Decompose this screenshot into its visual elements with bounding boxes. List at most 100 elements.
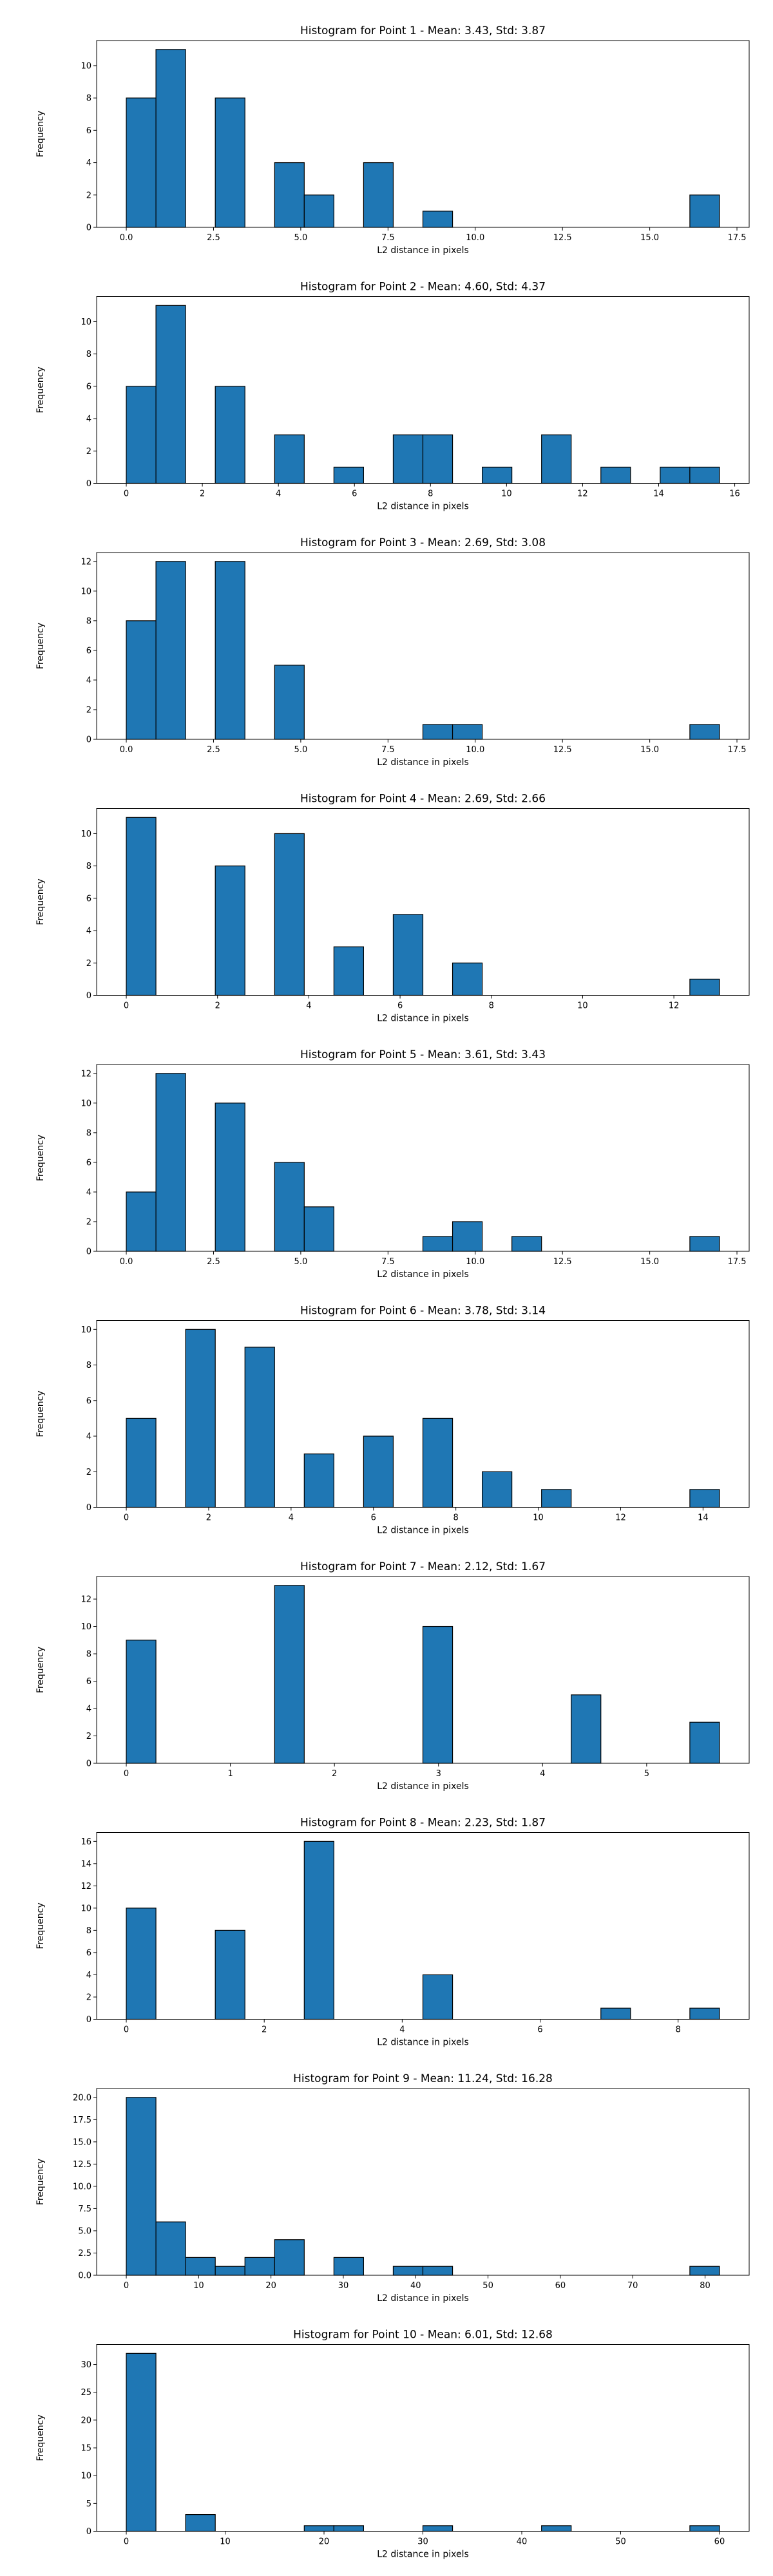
histogram-bar	[155, 1073, 186, 1252]
y-tick-label: 6	[86, 1948, 91, 1958]
y-tick-label: 8	[86, 1361, 91, 1370]
y-tick-label: 10	[81, 1099, 91, 1108]
histogram-bar	[689, 2007, 720, 2020]
x-tick-label: 17.5	[728, 1257, 747, 1267]
histogram-bar	[481, 1471, 513, 1508]
chart-title: Histogram for Point 8 - Mean: 2.23, Std:…	[300, 1817, 546, 1830]
x-tick-label: 0.0	[120, 745, 133, 755]
histogram-bar	[363, 1435, 394, 1508]
x-tick-label: 10	[501, 489, 512, 499]
histogram-bar	[422, 1625, 453, 1764]
x-tick-label: 10	[193, 2281, 204, 2291]
y-tick-label: 6	[86, 646, 91, 656]
histogram-bar	[244, 1347, 275, 1508]
y-axis-label: Frequency	[35, 1390, 46, 1437]
x-axis-label: L2 distance in pixels	[377, 245, 469, 256]
y-tick-label: 6	[86, 1677, 91, 1687]
y-tick-label: 8	[86, 350, 91, 359]
histogram-bar	[689, 978, 720, 996]
chart-title: Histogram for Point 2 - Mean: 4.60, Std:…	[300, 281, 546, 294]
chart-title: Histogram for Point 5 - Mean: 3.61, Std:…	[300, 1048, 546, 1061]
y-tick-label: 6	[86, 382, 91, 392]
y-tick-label: 8	[86, 1926, 91, 1936]
histogram-panel-6: Histogram for Point 6 - Mean: 3.78, Std:…	[35, 1305, 750, 1536]
y-tick-label: 2	[86, 705, 91, 715]
x-tick-label: 2.5	[207, 233, 220, 243]
histogram-panel-2: Histogram for Point 2 - Mean: 4.60, Std:…	[35, 281, 750, 512]
plot-frame	[96, 808, 750, 996]
y-tick-label: 0	[86, 2527, 91, 2537]
y-tick-label: 0	[86, 735, 91, 745]
histogram-bar	[422, 211, 453, 228]
x-axis-label: L2 distance in pixels	[377, 1014, 469, 1024]
histogram-bar	[274, 434, 305, 484]
histogram-bar	[185, 1329, 216, 1508]
histogram-bar	[422, 1236, 453, 1252]
y-tick-label: 4	[86, 1188, 91, 1197]
x-tick-label: 30	[417, 2537, 428, 2547]
x-tick-label: 8	[489, 1001, 494, 1011]
y-tick-label: 6	[86, 126, 91, 136]
plot-frame	[96, 1320, 750, 1508]
histogram-bar	[155, 49, 186, 228]
y-tick-label: 12	[81, 1069, 91, 1079]
histogram-bar	[422, 1974, 453, 2020]
x-tick-label: 12	[615, 1513, 626, 1523]
y-tick-label: 0	[86, 1247, 91, 1257]
histogram-bar	[422, 2525, 453, 2532]
histogram-bar	[126, 1908, 157, 2020]
y-tick-label: 4	[86, 1705, 91, 1714]
x-tick-label: 6	[352, 489, 357, 499]
y-tick-label: 0	[86, 479, 91, 489]
x-tick-label: 15.0	[640, 1257, 659, 1267]
histogram-bar	[481, 466, 513, 484]
histogram-bar	[126, 386, 157, 484]
y-axis-label: Frequency	[35, 2414, 46, 2461]
x-tick-label: 17.5	[728, 233, 747, 243]
x-tick-label: 15.0	[640, 745, 659, 755]
histogram-bar	[422, 2266, 453, 2276]
histogram-bar	[274, 162, 305, 228]
x-tick-label: 50	[615, 2537, 626, 2547]
x-tick-label: 10	[220, 2537, 231, 2547]
x-tick-label: 8	[428, 489, 433, 499]
plot-frame	[96, 2088, 750, 2276]
y-tick-label: 2	[86, 1993, 91, 2002]
x-tick-label: 0	[124, 2025, 129, 2035]
histogram-bar	[422, 434, 453, 484]
x-tick-label: 7.5	[381, 745, 395, 755]
x-tick-label: 14	[653, 489, 664, 499]
histogram-panel-5: Histogram for Point 5 - Mean: 3.61, Std:…	[35, 1048, 750, 1280]
histogram-bar	[155, 2221, 186, 2276]
x-tick-label: 40	[517, 2537, 528, 2547]
histogram-panel-10: Histogram for Point 10 - Mean: 6.01, Std…	[35, 2329, 750, 2560]
x-tick-label: 2	[332, 1769, 337, 1779]
y-tick-label: 17.5	[73, 2116, 91, 2125]
histogram-bar	[215, 561, 245, 740]
y-tick-label: 12	[81, 1595, 91, 1605]
x-tick-label: 0	[124, 489, 129, 499]
y-tick-label: 8	[86, 94, 91, 104]
histogram-bar	[541, 434, 572, 484]
y-axis-label: Frequency	[35, 1902, 46, 1949]
x-tick-label: 4	[276, 489, 281, 499]
histogram-bar	[215, 97, 245, 228]
histogram-bar	[215, 386, 245, 484]
histogram-bar	[126, 2353, 157, 2532]
x-axis-label: L2 distance in pixels	[377, 757, 469, 768]
y-tick-label: 0	[86, 223, 91, 233]
y-tick-label: 12.5	[73, 2160, 91, 2170]
histogram-bar	[333, 2257, 365, 2276]
x-tick-label: 2.5	[207, 745, 220, 755]
x-tick-label: 12.5	[553, 1257, 572, 1267]
x-tick-label: 0	[124, 1001, 129, 1011]
histogram-bar	[541, 2525, 572, 2532]
y-tick-label: 2	[86, 1468, 91, 1477]
plot-frame	[96, 1832, 750, 2020]
y-tick-label: 16	[81, 1837, 91, 1847]
chart-title: Histogram for Point 3 - Mean: 2.69, Std:…	[300, 536, 546, 549]
y-tick-label: 5	[86, 2499, 91, 2509]
histogram-bar	[689, 2266, 720, 2276]
chart-title: Histogram for Point 9 - Mean: 11.24, Std…	[293, 2072, 553, 2085]
y-tick-label: 15.0	[73, 2137, 91, 2147]
